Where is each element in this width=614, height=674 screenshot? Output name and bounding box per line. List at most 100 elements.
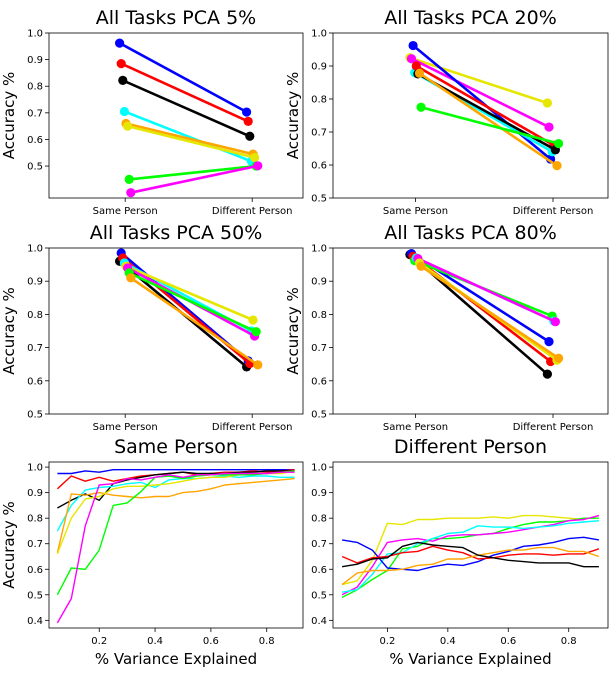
y-tick-label: 0.5 [311, 590, 327, 601]
x-axis-label: % Variance Explained [95, 650, 257, 668]
series-line [410, 57, 550, 129]
x-tick-label: 0.2 [379, 636, 395, 647]
series-line [56, 475, 295, 532]
y-tick-label: 1.0 [311, 463, 327, 474]
y-tick-label: 0.5 [311, 194, 327, 205]
axes-frame [332, 247, 609, 415]
x-tick-label: Same Person [93, 206, 158, 217]
data-point [248, 315, 258, 325]
y-tick-label: 0.9 [311, 277, 327, 288]
x-tick-label: 0.4 [440, 636, 456, 647]
y-tick-label: 0.4 [311, 616, 327, 627]
x-tick-label: Same Person [93, 422, 158, 433]
y-tick-label: 0.5 [27, 162, 43, 173]
plot-area [56, 469, 295, 624]
data-point [251, 327, 261, 337]
y-tick-label: 0.9 [311, 488, 327, 499]
data-point [118, 75, 128, 85]
panel-5: Same Person 0.4 0.5 0.6 0.7 0.8 0.9 1.0 0.2 0.4 0.… [0, 436, 304, 668]
series-line [122, 79, 251, 138]
y-tick-label: 0.9 [27, 488, 43, 499]
data-point [253, 360, 263, 370]
y-axis-label: Accuracy % [0, 287, 18, 375]
series-line [56, 470, 295, 555]
data-point [542, 98, 553, 108]
y-tick-label: 0.8 [311, 310, 327, 321]
y-tick-label: 0.7 [311, 128, 327, 139]
y-tick-label: 0.7 [27, 343, 43, 354]
data-point [126, 273, 136, 283]
series-line [125, 122, 254, 156]
axes-frame [48, 32, 304, 199]
y-tick-label: 0.7 [311, 539, 327, 550]
y-tick-label: 0.8 [27, 82, 43, 93]
plot-area [115, 38, 263, 198]
y-tick-label: 0.6 [311, 565, 327, 576]
data-point [550, 317, 561, 327]
series-line [341, 517, 599, 599]
data-point [406, 54, 417, 64]
y-axis-label: Accuracy % [284, 72, 302, 160]
panel-4: All Tasks PCA 80% 0.5 0.6 0.7 0.8 0.9 1.0 Same … [284, 222, 609, 433]
data-point [414, 68, 425, 78]
series-line [341, 514, 600, 596]
x-tick-label: Different Person [513, 206, 594, 217]
y-tick-label: 0.9 [27, 55, 43, 66]
series-line [415, 64, 555, 147]
panel-6: Different Person 0.4 0.5 0.6 0.7 0.8 0.9 1.0 0.2… [311, 436, 609, 668]
data-point [554, 353, 564, 363]
y-tick-label: 0.9 [311, 62, 327, 73]
y-tick-label: 0.6 [311, 161, 327, 172]
series-line [57, 470, 295, 509]
series-line [341, 545, 600, 564]
series-line [57, 469, 295, 475]
data-point [250, 152, 260, 163]
series-line [129, 164, 257, 181]
series-line [56, 470, 295, 596]
y-tick-label: 1.0 [27, 244, 43, 255]
y-tick-label: 1.0 [27, 29, 43, 40]
series-line [127, 124, 255, 159]
data-point [544, 122, 554, 132]
x-tick-label: 0.2 [91, 636, 107, 647]
series-line [56, 477, 295, 553]
plot-area [405, 249, 564, 379]
series-line [341, 541, 599, 568]
y-tick-label: 1.0 [27, 463, 43, 474]
chart-title: All Tasks PCA 50% [90, 222, 263, 244]
axes-frame [332, 461, 609, 629]
x-axis-label: % Variance Explained [389, 650, 551, 668]
series-line [120, 62, 249, 123]
data-point [416, 102, 426, 112]
data-point [245, 131, 255, 141]
series-line [130, 276, 259, 366]
y-tick-label: 0.6 [27, 135, 43, 146]
chart-title: Same Person [114, 436, 238, 458]
y-tick-label: 1.0 [311, 244, 327, 255]
data-point [552, 161, 562, 171]
series-line [417, 257, 556, 323]
data-point [416, 261, 426, 271]
y-tick-label: 0.8 [311, 95, 327, 106]
y-tick-label: 0.6 [27, 376, 43, 387]
x-tick-label: 0.6 [500, 636, 516, 647]
data-point [253, 161, 263, 171]
panel-1: All Tasks PCA 5% 0.5 0.6 0.7 0.8 0.9 1.0 Same P… [0, 7, 304, 217]
data-point [554, 138, 564, 149]
series-line [341, 536, 600, 572]
panel-3: All Tasks PCA 50% 0.5 0.6 0.7 0.8 0.9 1.0 Same … [0, 222, 304, 433]
y-tick-label: 0.5 [311, 410, 327, 421]
series-line [130, 164, 259, 194]
x-tick-label: 0.8 [561, 636, 577, 647]
x-tick-label: Different Person [513, 422, 594, 433]
x-tick-label: Same Person [383, 206, 448, 217]
data-point [124, 174, 134, 184]
y-tick-label: 0.7 [27, 108, 43, 119]
plot-area [115, 248, 263, 372]
x-tick-label: Different Person [212, 422, 293, 433]
data-point [116, 59, 126, 69]
y-tick-label: 0.9 [27, 277, 43, 288]
x-tick-label: 0.8 [259, 636, 275, 647]
y-axis-label: Accuracy % [0, 72, 18, 160]
